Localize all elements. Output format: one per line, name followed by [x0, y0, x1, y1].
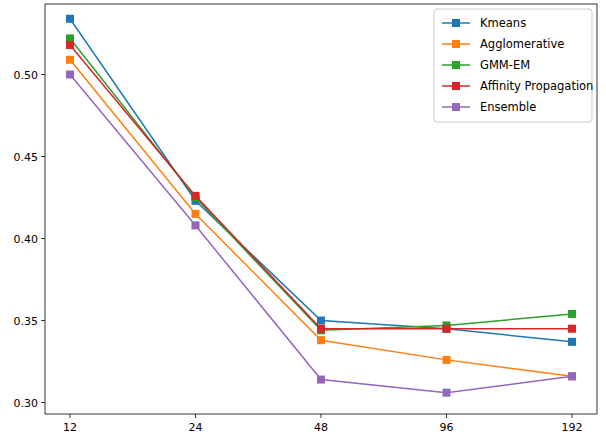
y-tick [41, 402, 45, 403]
data-point [66, 15, 74, 23]
x-tick [70, 414, 71, 418]
legend-label: Affinity Propagation [480, 79, 593, 93]
x-tick [572, 414, 573, 418]
data-point [317, 317, 325, 325]
data-point [66, 41, 74, 49]
data-point [443, 325, 451, 333]
legend-marker [452, 103, 460, 111]
data-point [568, 338, 576, 346]
y-tick-label: 0.35 [14, 315, 39, 328]
x-tick [321, 414, 322, 418]
x-tick-label: 96 [440, 421, 454, 434]
data-point [66, 71, 74, 79]
chart-svg: 0.30 0.35 0.40 0.45 0.50 12 24 48 96 192 Kmeans Agg… [0, 0, 606, 436]
data-point [568, 325, 576, 333]
series-line [70, 19, 572, 342]
legend-box [434, 9, 592, 122]
data-point [66, 56, 74, 64]
legend-marker [452, 82, 460, 90]
y-tick-label: 0.45 [14, 151, 39, 164]
chart-container: 0.30 0.35 0.40 0.45 0.50 12 24 48 96 192 Kmeans Agg… [0, 0, 606, 436]
data-point [317, 336, 325, 344]
x-tick-label: 48 [314, 421, 328, 434]
plot-frame [45, 4, 597, 414]
y-tick-label: 0.30 [14, 397, 39, 410]
data-point [192, 210, 200, 218]
legend-label: Kmeans [480, 16, 526, 30]
y-tick-label: 0.50 [14, 69, 39, 82]
data-point [192, 221, 200, 229]
y-tick [41, 156, 45, 157]
legend-marker [452, 61, 460, 69]
x-tick-label: 192 [562, 421, 583, 434]
legend-marker [452, 19, 460, 27]
legend: Kmeans Agglomerative GMM-EM Affinity Propag… [434, 9, 593, 122]
x-tick-label: 24 [189, 421, 203, 434]
y-tick [41, 320, 45, 321]
y-tick [41, 238, 45, 239]
x-tick [446, 414, 447, 418]
legend-marker [452, 40, 460, 48]
y-tick [41, 74, 45, 75]
data-point [568, 310, 576, 318]
data-point [568, 372, 576, 380]
y-tick-label: 0.40 [14, 233, 39, 246]
data-point [443, 389, 451, 397]
data-point [443, 325, 451, 333]
legend-label: Agglomerative [480, 37, 564, 51]
x-tick-label: 12 [63, 421, 77, 434]
data-point [192, 192, 200, 200]
data-point [568, 372, 576, 380]
x-tick [195, 414, 196, 418]
data-point [317, 325, 325, 333]
data-point [443, 356, 451, 364]
data-point [317, 376, 325, 384]
legend-label: GMM-EM [480, 58, 530, 72]
legend-label: Ensemble [480, 100, 536, 114]
